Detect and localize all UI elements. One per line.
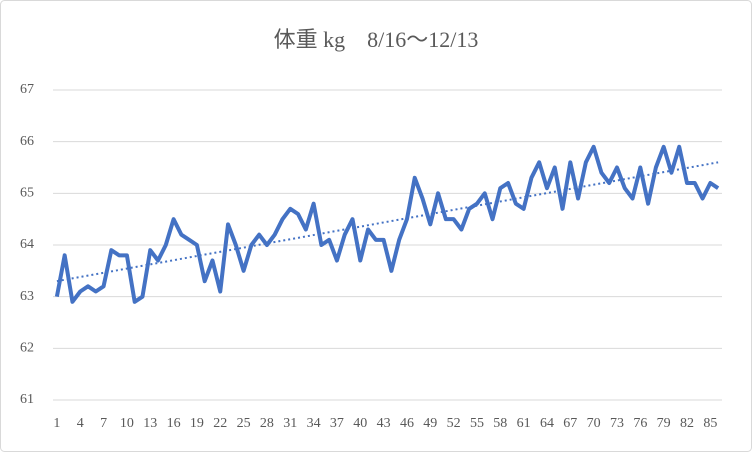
- chart-title: 体重 kg 8/16～12/13: [274, 27, 479, 52]
- x-tick-label: 46: [400, 416, 414, 431]
- x-tick-label: 37: [330, 416, 344, 431]
- x-tick-label: 64: [540, 416, 554, 431]
- x-tick-label: 76: [633, 416, 647, 431]
- data-line: [54, 144, 720, 304]
- x-tick-label: 7: [100, 416, 107, 431]
- x-tick-label: 55: [470, 416, 484, 431]
- x-tick-label: 10: [120, 416, 134, 431]
- y-tick-label: 64: [20, 237, 34, 252]
- x-tick-label: 52: [447, 416, 461, 431]
- x-tick-label: 34: [307, 416, 321, 431]
- x-tick-label: 85: [703, 416, 717, 431]
- x-tick-label: 58: [493, 416, 507, 431]
- y-tick-label: 65: [20, 186, 34, 201]
- x-tick-label: 70: [587, 416, 601, 431]
- x-tick-label: 19: [190, 416, 204, 431]
- x-tick-label: 4: [77, 416, 84, 431]
- x-tick-label: 28: [260, 416, 274, 431]
- x-tick-label: 22: [213, 416, 227, 431]
- x-tick-label: 43: [377, 416, 391, 431]
- x-tick-label: 1: [53, 416, 60, 431]
- x-tick-label: 49: [423, 416, 437, 431]
- y-tick-label: 67: [20, 82, 34, 97]
- x-tick-label: 40: [353, 416, 367, 431]
- x-tick-label: 31: [283, 416, 297, 431]
- x-tick-label: 13: [143, 416, 157, 431]
- x-tick-label: 82: [680, 416, 694, 431]
- x-tick-label: 61: [517, 416, 531, 431]
- y-tick-label: 63: [20, 289, 34, 304]
- y-tick-label: 61: [20, 392, 34, 407]
- x-tick-label: 67: [563, 416, 577, 431]
- x-tick-label: 79: [657, 416, 671, 431]
- x-tick-label: 73: [610, 416, 624, 431]
- x-tick-label: 16: [167, 416, 181, 431]
- y-tick-label: 66: [20, 134, 34, 149]
- trend-line: [56, 161, 719, 283]
- y-tick-label: 62: [20, 341, 34, 356]
- x-tick-label: 25: [237, 416, 251, 431]
